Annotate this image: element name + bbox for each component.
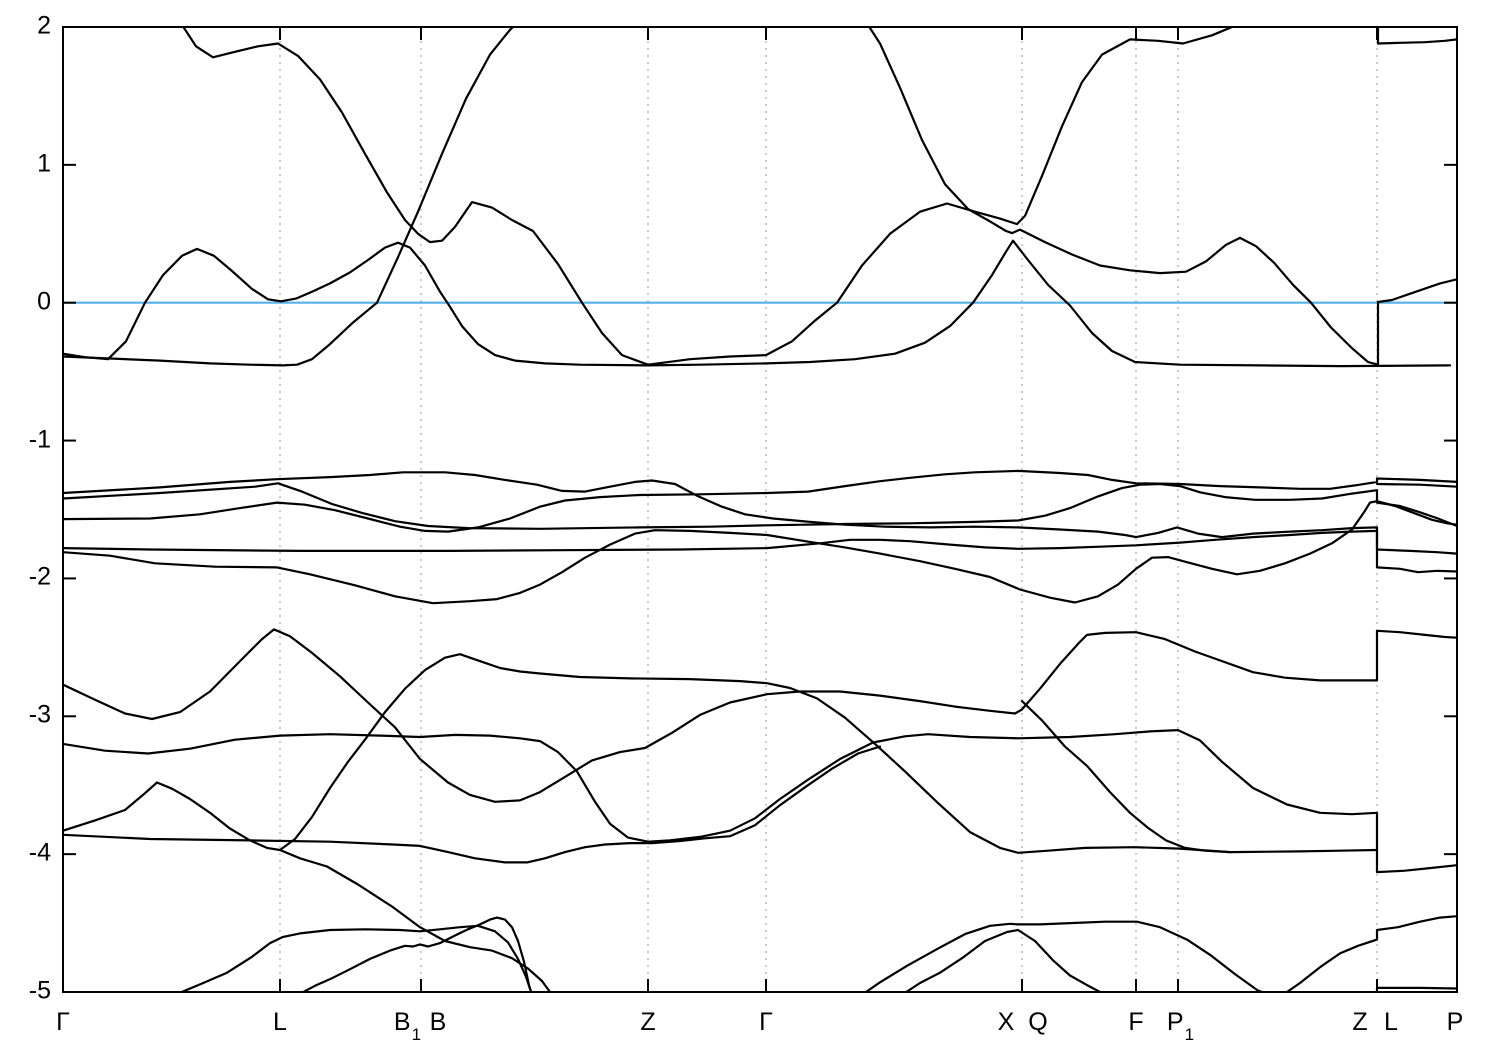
band-low-p4 bbox=[300, 916, 533, 992]
x-axis-label: L bbox=[273, 1008, 287, 1037]
band-mid-5 bbox=[63, 500, 1457, 605]
symmetry-point-name: Γ bbox=[56, 1008, 70, 1036]
symmetry-point-name: X bbox=[997, 1008, 1015, 1036]
band-low-1 bbox=[63, 628, 1457, 803]
y-axis-label: -5 bbox=[28, 976, 51, 1005]
band-low-4 bbox=[63, 745, 882, 864]
band-mid-3b bbox=[1375, 482, 1457, 488]
band-low-L-descent bbox=[278, 848, 552, 992]
x-axis-label: L bbox=[1384, 1008, 1398, 1037]
x-axis-label: Z bbox=[1352, 1008, 1367, 1037]
symmetry-point-name: B bbox=[393, 1008, 411, 1036]
y-axis-label: -1 bbox=[28, 424, 51, 453]
band-top-1 bbox=[182, 27, 1234, 366]
symmetry-point-name: P bbox=[1446, 1008, 1464, 1036]
band-low-riser-c bbox=[1285, 915, 1457, 992]
symmetry-point-name: B bbox=[429, 1008, 447, 1036]
symmetry-point-name: Q bbox=[1028, 1008, 1048, 1036]
band-low-p3 bbox=[178, 924, 533, 992]
x-axis-label: Γ bbox=[56, 1008, 70, 1037]
x-axis-label: B bbox=[430, 1008, 447, 1037]
band-rp-top bbox=[1376, 27, 1457, 45]
x-axis-label: F bbox=[1128, 1008, 1143, 1037]
band-low-3 bbox=[63, 653, 1379, 854]
symmetry-point-name: Z bbox=[1352, 1008, 1368, 1036]
band-top-2 bbox=[868, 27, 1380, 366]
x-axis-label: P1 bbox=[1166, 1008, 1195, 1044]
x-axis-label: Γ bbox=[759, 1008, 773, 1037]
band-mid-4 bbox=[63, 529, 1457, 555]
band-rp-zero bbox=[1376, 278, 1457, 366]
band-low-2 bbox=[63, 728, 1457, 874]
band-xq-descent bbox=[1020, 699, 1232, 854]
symmetry-point-name: L bbox=[273, 1008, 287, 1036]
x-axis-label: Z bbox=[640, 1008, 655, 1037]
symmetry-point-name: P bbox=[1166, 1008, 1184, 1036]
bands-group bbox=[63, 27, 1457, 992]
symmetry-point-name: F bbox=[1128, 1008, 1144, 1036]
plot-border bbox=[62, 26, 1458, 993]
y-axis-label: 1 bbox=[37, 149, 51, 178]
band-mid-2 bbox=[63, 482, 1457, 530]
band-mid-3 bbox=[63, 469, 1457, 533]
symmetry-point-subscript: 1 bbox=[1184, 1025, 1195, 1044]
band-low-riser-b bbox=[904, 928, 1103, 992]
y-axis-label: -4 bbox=[28, 838, 51, 867]
symmetry-point-name: L bbox=[1384, 1008, 1398, 1036]
x-axis-label: B1 bbox=[393, 1008, 422, 1044]
symmetry-point-name: Γ bbox=[759, 1008, 773, 1036]
band-low-riser-a bbox=[864, 920, 1266, 992]
symmetry-point-subscript: 1 bbox=[411, 1025, 422, 1044]
band-near-fermi bbox=[63, 239, 1452, 368]
band-steep-rise bbox=[63, 27, 515, 367]
x-axis-label: P bbox=[1447, 1008, 1464, 1037]
symmetry-point-name: Z bbox=[640, 1008, 656, 1036]
y-axis-label: -2 bbox=[28, 562, 51, 591]
y-axis-label: 2 bbox=[37, 11, 51, 40]
x-axis-label: Q bbox=[1028, 1008, 1047, 1037]
x-axis-label: X bbox=[998, 1008, 1015, 1037]
y-axis-label: 0 bbox=[37, 287, 51, 316]
y-axis-label: -3 bbox=[28, 700, 51, 729]
